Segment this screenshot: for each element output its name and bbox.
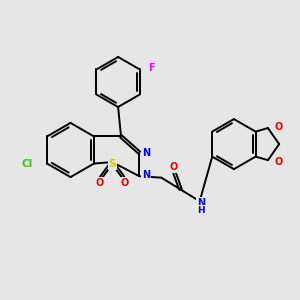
Text: O: O <box>274 122 283 132</box>
Text: H: H <box>197 206 205 214</box>
Text: N: N <box>142 170 150 180</box>
Text: O: O <box>274 157 283 166</box>
Text: F: F <box>148 63 155 73</box>
Text: O: O <box>121 178 129 188</box>
Text: O: O <box>169 162 177 172</box>
Text: Cl: Cl <box>21 158 32 169</box>
Text: N: N <box>142 148 150 158</box>
Text: S: S <box>109 159 116 170</box>
Text: O: O <box>95 178 104 188</box>
Text: N: N <box>197 198 205 208</box>
